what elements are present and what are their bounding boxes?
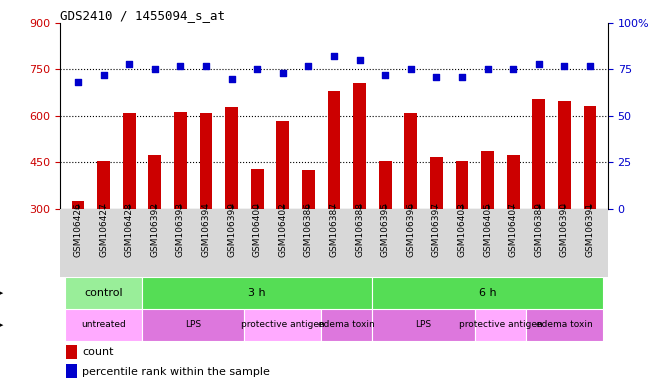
- Bar: [321, 309, 372, 341]
- Bar: [379, 161, 391, 209]
- Bar: [372, 276, 603, 309]
- Point: [73, 79, 84, 86]
- Bar: [327, 91, 341, 209]
- Text: protective antigen: protective antigen: [458, 320, 542, 329]
- Text: edema toxin: edema toxin: [536, 320, 593, 329]
- Point: [457, 74, 468, 80]
- Text: 3 h: 3 h: [248, 288, 266, 298]
- Point: [508, 66, 518, 73]
- Text: edema toxin: edema toxin: [319, 320, 375, 329]
- Bar: [277, 121, 289, 209]
- Bar: [430, 157, 443, 209]
- Bar: [200, 113, 212, 209]
- Point: [534, 61, 544, 67]
- Bar: [475, 309, 526, 341]
- Text: LPS: LPS: [185, 320, 201, 329]
- Bar: [507, 155, 520, 209]
- Bar: [558, 101, 570, 209]
- Bar: [584, 106, 597, 209]
- Point: [252, 66, 263, 73]
- Point: [431, 74, 442, 80]
- Bar: [353, 83, 366, 209]
- Bar: [244, 309, 321, 341]
- Bar: [404, 113, 418, 209]
- Bar: [65, 345, 77, 359]
- Text: percentile rank within the sample: percentile rank within the sample: [82, 366, 270, 377]
- Bar: [532, 99, 545, 209]
- Bar: [148, 155, 161, 209]
- Text: untreated: untreated: [81, 320, 126, 329]
- Point: [277, 70, 288, 76]
- Bar: [250, 169, 264, 209]
- Bar: [142, 309, 244, 341]
- Point: [226, 76, 237, 82]
- Bar: [302, 170, 315, 209]
- Text: control: control: [84, 288, 123, 298]
- Point: [482, 66, 493, 73]
- Point: [175, 63, 186, 69]
- Bar: [65, 276, 142, 309]
- Bar: [481, 151, 494, 209]
- Text: agent ▶: agent ▶: [0, 320, 3, 330]
- Point: [354, 57, 365, 63]
- Text: GDS2410 / 1455094_s_at: GDS2410 / 1455094_s_at: [60, 9, 225, 22]
- Bar: [526, 309, 603, 341]
- Point: [150, 66, 160, 73]
- Bar: [65, 309, 142, 341]
- Point: [200, 63, 211, 69]
- Text: count: count: [82, 347, 114, 357]
- Bar: [225, 107, 238, 209]
- Point: [329, 53, 339, 60]
- Point: [584, 63, 595, 69]
- Text: protective antigen: protective antigen: [241, 320, 325, 329]
- Point: [124, 61, 134, 67]
- Bar: [174, 112, 187, 209]
- Text: time ▶: time ▶: [0, 288, 3, 298]
- Text: 6 h: 6 h: [479, 288, 496, 298]
- Bar: [98, 161, 110, 209]
- Bar: [65, 364, 77, 378]
- Bar: [71, 201, 84, 209]
- Point: [303, 63, 314, 69]
- Point: [559, 63, 570, 69]
- Point: [405, 66, 416, 73]
- Bar: [372, 309, 475, 341]
- Bar: [142, 276, 372, 309]
- Text: LPS: LPS: [415, 320, 432, 329]
- Bar: [456, 161, 468, 209]
- Point: [98, 72, 109, 78]
- Point: [380, 72, 391, 78]
- Bar: [123, 113, 136, 209]
